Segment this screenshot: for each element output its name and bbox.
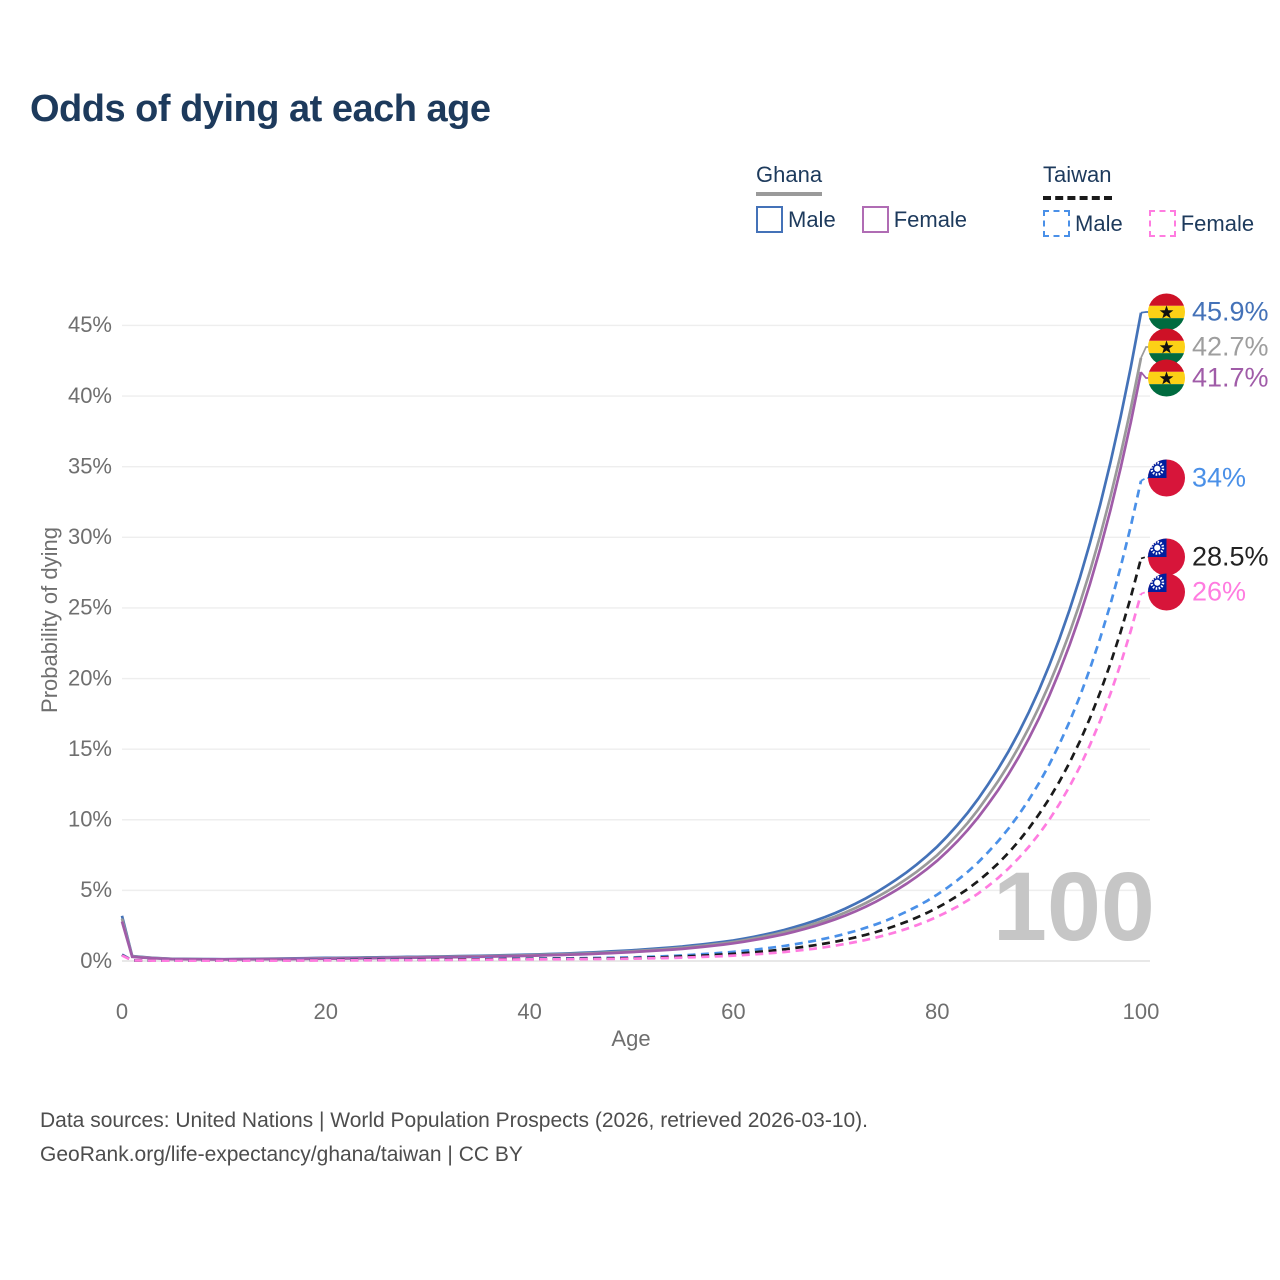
series-line-ghana-both-sexes xyxy=(120,357,1143,961)
taiwan-dashed-line-swatch xyxy=(1043,192,1112,200)
end-label-value: 28.5% xyxy=(1192,541,1269,572)
end-label-value: 42.7% xyxy=(1192,331,1269,362)
legend-header-ghana-label: Ghana xyxy=(756,162,823,187)
end-label-ghana-0: 45.9% xyxy=(1148,293,1269,331)
end-label-taiwan-4: 28.5% xyxy=(1148,538,1269,576)
legend: Ghana Male Female Taiwan xyxy=(756,162,1254,237)
legend-item-label: Female xyxy=(1180,210,1255,236)
end-label-taiwan-5: 26% xyxy=(1148,573,1247,611)
legend-item-label: Male xyxy=(788,206,836,232)
legend-item-ghana-female[interactable]: Female xyxy=(861,206,968,233)
ghana-flag-icon xyxy=(1148,293,1185,331)
x-tick-label: 80 xyxy=(925,999,949,1024)
x-tick-label: 0 xyxy=(116,999,128,1024)
y-tick-label: 35% xyxy=(68,453,112,478)
ghana-female-swatch xyxy=(861,206,889,233)
series-line-taiwan-male xyxy=(121,480,1143,962)
y-tick-label: 10% xyxy=(68,807,112,832)
footer-attribution: GeoRank.org/life-expectancy/ghana/taiwan… xyxy=(40,1143,523,1166)
y-tick-label: 0% xyxy=(80,948,112,973)
taiwan-flag-icon xyxy=(1148,459,1185,497)
legend-header-taiwan-label: Taiwan xyxy=(1043,162,1112,187)
taiwan-female-swatch xyxy=(1148,210,1176,237)
x-axis-title: Age xyxy=(611,1026,651,1051)
y-axis-title: Probability of dying xyxy=(37,527,62,713)
x-tick-label: 40 xyxy=(517,999,541,1024)
series-line-ghana-male xyxy=(120,312,1143,961)
legend-header-taiwan[interactable]: Taiwan xyxy=(1043,162,1112,200)
y-tick-label: 45% xyxy=(68,312,112,337)
y-tick-label: 5% xyxy=(80,877,112,902)
series-line-ghana-female xyxy=(120,371,1143,961)
age-watermark: 100 xyxy=(993,852,1155,961)
footer-data-sources: Data sources: United Nations | World Pop… xyxy=(40,1109,869,1132)
legend-item-taiwan-female[interactable]: Female xyxy=(1148,210,1255,237)
y-tick-label: 15% xyxy=(68,736,112,761)
x-tick-label: 20 xyxy=(314,999,338,1024)
end-label-value: 41.7% xyxy=(1192,362,1269,393)
legend-group-taiwan: Taiwan Male Female xyxy=(1043,162,1254,237)
ghana-flag-icon xyxy=(1148,359,1185,397)
ghana-male-swatch xyxy=(756,206,783,233)
x-tick-label: 100 xyxy=(1123,999,1160,1024)
legend-group-ghana: Ghana Male Female xyxy=(756,162,967,237)
series-line-taiwan-both-sexes xyxy=(121,558,1143,962)
y-tick-label: 30% xyxy=(68,524,112,549)
end-label-value: 26% xyxy=(1192,576,1247,607)
page-title: Odds of dying at each age xyxy=(30,88,491,130)
legend-item-label: Male xyxy=(1075,210,1123,236)
ghana-solid-line-swatch xyxy=(756,192,823,196)
legend-item-label: Female xyxy=(893,206,968,232)
taiwan-flag-icon xyxy=(1148,538,1185,576)
end-label-ghana-2: 41.7% xyxy=(1148,359,1269,397)
end-label-value: 45.9% xyxy=(1192,296,1269,327)
y-tick-label: 20% xyxy=(68,665,112,690)
legend-header-ghana[interactable]: Ghana xyxy=(756,162,823,196)
y-tick-label: 25% xyxy=(68,595,112,620)
y-tick-label: 40% xyxy=(68,383,112,408)
x-tick-label: 60 xyxy=(721,999,745,1024)
end-label-taiwan-3: 34% xyxy=(1148,459,1247,497)
legend-item-taiwan-male[interactable]: Male xyxy=(1043,210,1123,237)
footer: Data sources: United Nations | World Pop… xyxy=(40,1104,868,1172)
end-label-value: 34% xyxy=(1192,462,1247,493)
series-line-taiwan-female xyxy=(121,593,1143,963)
taiwan-flag-icon xyxy=(1148,573,1185,611)
taiwan-male-swatch xyxy=(1043,210,1071,237)
legend-item-ghana-male[interactable]: Male xyxy=(756,206,836,233)
